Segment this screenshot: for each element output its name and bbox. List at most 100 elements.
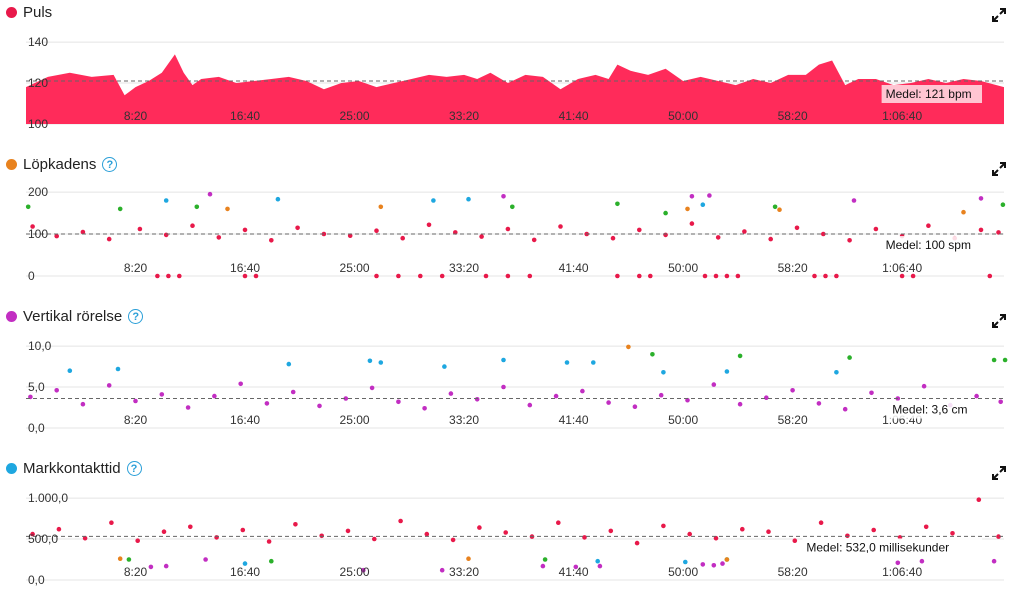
data-point: [286, 361, 292, 367]
data-point: [109, 520, 114, 525]
data-point: [700, 562, 706, 567]
data-point: [558, 224, 563, 229]
heart-rate-area: [26, 54, 1004, 124]
y-tick-label: 10,0: [28, 339, 52, 353]
data-point: [573, 564, 579, 570]
data-point: [510, 204, 515, 210]
chart-panel-ground-contact-time: Markkontakttid ? 0,0 500,0 1.000,0 8:20 16:4…: [0, 456, 1014, 590]
data-point: [683, 559, 688, 565]
data-point: [450, 537, 456, 543]
data-point: [242, 227, 248, 233]
data-point: [823, 273, 828, 279]
data-point: [847, 355, 852, 360]
data-point: [740, 526, 745, 532]
series-color-dot: [6, 463, 17, 474]
data-point: [501, 384, 506, 390]
data-point: [378, 204, 384, 210]
data-point: [30, 224, 35, 229]
panel-title: Vertikal rörelse ?: [6, 308, 144, 325]
y-tick-label: 100: [28, 117, 48, 131]
panel-title-text: Löpkadens: [23, 156, 97, 173]
data-point: [25, 204, 31, 210]
data-point: [950, 531, 955, 536]
data-point: [343, 396, 349, 401]
x-tick-label: 33:20: [449, 109, 479, 123]
data-point: [225, 206, 230, 212]
data-point: [919, 558, 925, 564]
data-point: [580, 388, 585, 394]
panel-title: Puls: [6, 4, 52, 21]
expand-icon[interactable]: [992, 162, 1006, 176]
x-tick-label: 25:00: [340, 109, 370, 123]
x-tick-label: 8:20: [124, 413, 148, 427]
panel-title: Löpkadens ?: [6, 156, 118, 173]
data-point: [1000, 202, 1006, 207]
data-point: [777, 207, 782, 212]
x-tick-label: 58:20: [778, 261, 808, 275]
data-point: [396, 399, 401, 405]
panel-title-text: Puls: [23, 4, 53, 21]
data-point: [161, 529, 167, 534]
data-point: [812, 273, 817, 279]
data-point: [711, 382, 717, 387]
data-point: [466, 556, 471, 561]
expand-icon[interactable]: [992, 314, 1006, 328]
y-tick-label: 120: [28, 76, 48, 90]
data-point: [177, 273, 182, 279]
y-tick-label: 100: [28, 227, 48, 241]
data-point: [80, 401, 86, 407]
data-point: [542, 557, 548, 562]
data-point: [687, 531, 692, 537]
data-point: [1002, 357, 1008, 363]
data-point: [978, 196, 984, 201]
data-point: [637, 227, 642, 233]
x-tick-label: 25:00: [340, 261, 370, 275]
data-point: [159, 392, 165, 397]
data-point: [648, 273, 653, 279]
x-tick-label: 33:20: [449, 565, 479, 579]
x-tick-label: 41:40: [559, 109, 589, 123]
data-point: [818, 520, 824, 525]
data-point: [54, 388, 59, 393]
series-color-dot: [6, 7, 17, 18]
data-point: [269, 238, 274, 243]
y-tick-label: 140: [28, 35, 48, 49]
help-icon[interactable]: ?: [128, 309, 144, 324]
data-point: [269, 558, 274, 564]
data-point: [702, 273, 708, 279]
x-tick-label: 58:20: [778, 109, 808, 123]
expand-icon[interactable]: [992, 8, 1006, 22]
data-point: [556, 520, 561, 525]
data-point: [713, 273, 719, 279]
x-tick-label: 58:20: [778, 565, 808, 579]
data-point: [845, 533, 850, 539]
data-point: [772, 204, 778, 210]
data-point: [466, 196, 471, 202]
x-tick-label: 50:00: [668, 109, 698, 123]
data-point: [117, 556, 123, 561]
x-tick-label: 50:00: [668, 565, 698, 579]
data-point: [564, 360, 570, 365]
x-tick-label: 8:20: [124, 565, 148, 579]
data-point: [166, 273, 171, 279]
x-tick-label: 33:20: [449, 261, 479, 275]
data-point: [991, 357, 997, 363]
data-point: [242, 561, 248, 566]
data-point: [851, 198, 857, 203]
data-point: [700, 202, 706, 207]
data-point: [503, 530, 509, 535]
panel-title-text: Markkontakttid: [23, 460, 121, 477]
help-icon[interactable]: ?: [126, 461, 142, 476]
help-icon[interactable]: ?: [102, 157, 118, 172]
data-point: [724, 557, 730, 562]
expand-icon[interactable]: [992, 466, 1006, 480]
x-tick-label: 8:20: [124, 109, 148, 123]
data-point: [185, 405, 191, 410]
data-point: [82, 535, 88, 541]
data-point: [663, 232, 668, 238]
data-point: [961, 209, 966, 215]
y-tick-label: 1.000,0: [28, 491, 68, 505]
data-point: [264, 401, 270, 406]
data-point: [30, 531, 35, 537]
data-point: [214, 535, 219, 540]
